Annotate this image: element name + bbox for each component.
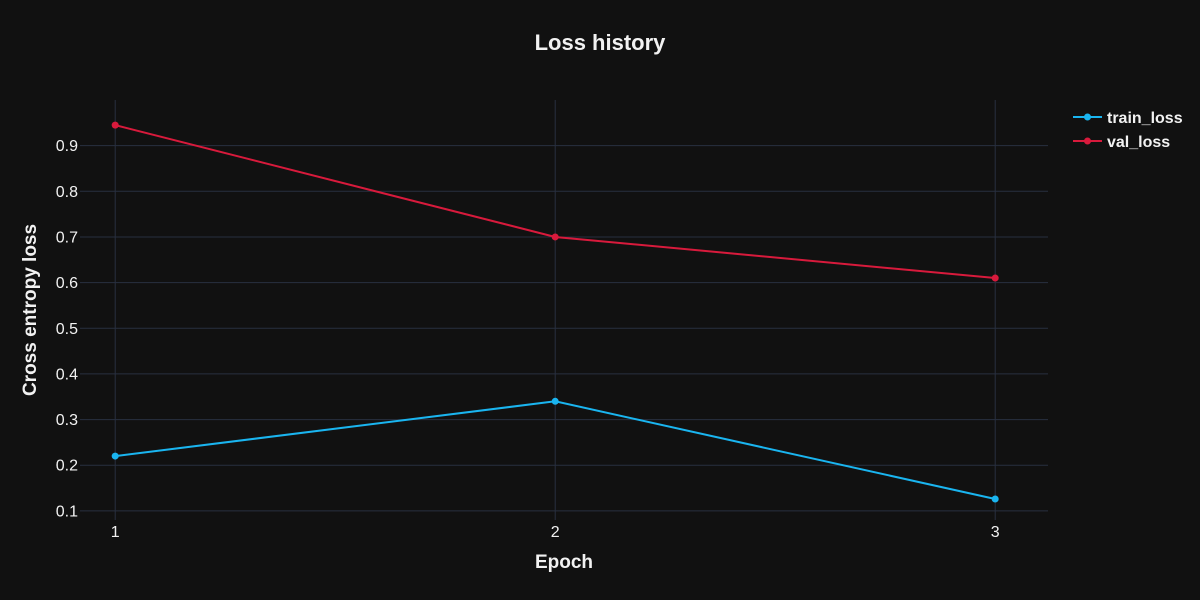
series-layer [111, 121, 999, 503]
y-tick-label: 0.7 [56, 229, 78, 246]
legend-label-train-loss: train_loss [1107, 110, 1183, 127]
data-point-val-loss[interactable] [111, 121, 119, 129]
data-point-train-loss[interactable] [111, 452, 119, 460]
legend-label-val-loss: val_loss [1107, 134, 1170, 151]
y-tick-label: 0.8 [56, 184, 78, 201]
chart-title: Loss history [535, 30, 667, 55]
data-point-val-loss[interactable] [551, 233, 559, 241]
data-point-val-loss[interactable] [991, 274, 999, 282]
y-tick-label: 0.5 [56, 321, 78, 338]
y-tick-label: 0.1 [56, 503, 78, 520]
legend-marker-val-loss [1084, 137, 1091, 145]
x-tick-label: 1 [111, 524, 120, 541]
data-point-train-loss[interactable] [991, 495, 999, 503]
tick-layer: 0.1 0.2 0.3 0.4 0.5 0.6 0.7 0.8 0.9 1 2 3 [56, 138, 1000, 541]
y-tick-label: 0.9 [56, 138, 78, 155]
legend-marker-train-loss [1084, 113, 1091, 121]
y-tick-label: 0.4 [56, 366, 78, 383]
legend-item-val-loss[interactable]: val_loss [1073, 134, 1170, 151]
x-tick-label: 3 [991, 524, 1000, 541]
legend: train_loss val_loss [1073, 110, 1183, 151]
legend-item-train-loss[interactable]: train_loss [1073, 110, 1183, 127]
data-point-train-loss[interactable] [551, 397, 559, 405]
x-axis-label: Epoch [535, 552, 593, 573]
grid-layer [80, 100, 1048, 520]
y-tick-label: 0.6 [56, 275, 78, 292]
y-tick-label: 0.2 [56, 458, 78, 475]
y-tick-label: 0.3 [56, 412, 78, 429]
x-tick-label: 2 [551, 524, 560, 541]
y-axis-label: Cross entropy loss [20, 224, 41, 396]
